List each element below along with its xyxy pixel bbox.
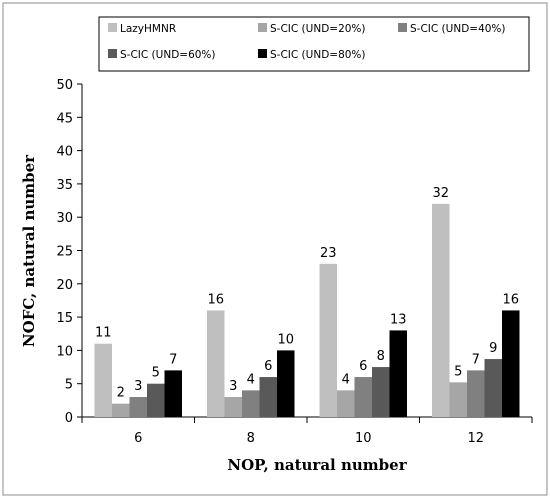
bar bbox=[372, 367, 390, 417]
data-label: 5 bbox=[454, 364, 462, 379]
bar bbox=[432, 203, 450, 417]
y-tick-label: 20 bbox=[56, 278, 73, 293]
bar bbox=[467, 370, 485, 417]
data-label: 9 bbox=[489, 341, 497, 356]
bar bbox=[147, 383, 165, 417]
data-label: 4 bbox=[342, 372, 350, 387]
legend-box bbox=[98, 16, 530, 72]
data-label: 3 bbox=[134, 379, 142, 394]
data-label: 8 bbox=[377, 349, 385, 364]
y-tick-label: 30 bbox=[56, 211, 73, 226]
bar bbox=[389, 330, 407, 417]
bar bbox=[242, 390, 260, 417]
legend-label: S-CIC (UND=20%) bbox=[270, 23, 366, 35]
x-tick-label: 10 bbox=[355, 431, 372, 446]
bar bbox=[277, 350, 295, 417]
data-label: 10 bbox=[277, 332, 294, 347]
data-label: 7 bbox=[169, 352, 177, 367]
y-axis-title: NOFC, natural number bbox=[20, 154, 38, 347]
bar bbox=[129, 397, 147, 417]
bar bbox=[484, 359, 502, 417]
data-label: 11 bbox=[95, 326, 112, 341]
x-tick-label: 12 bbox=[467, 431, 484, 446]
y-tick-label: 50 bbox=[56, 78, 73, 93]
bar bbox=[449, 382, 467, 417]
data-label: 4 bbox=[247, 372, 255, 387]
data-label: 3 bbox=[229, 379, 237, 394]
y-tick-label: 15 bbox=[56, 311, 73, 326]
data-label: 6 bbox=[359, 359, 367, 374]
data-label: 5 bbox=[152, 366, 160, 381]
bar bbox=[207, 310, 225, 417]
data-label: 2 bbox=[117, 386, 125, 401]
bar bbox=[319, 263, 337, 417]
x-axis-title: NOP, natural number bbox=[227, 456, 407, 474]
legend-label: S-CIC (UND=60%) bbox=[120, 49, 216, 61]
y-tick-label: 40 bbox=[56, 145, 73, 160]
legend-label: LazyHMNR bbox=[120, 23, 176, 35]
y-tick-label: 10 bbox=[56, 344, 73, 359]
bar bbox=[337, 390, 355, 417]
data-label: 16 bbox=[502, 292, 519, 307]
bar bbox=[502, 310, 520, 417]
data-label: 6 bbox=[264, 359, 272, 374]
bar bbox=[94, 343, 112, 417]
y-tick-label: 5 bbox=[65, 378, 73, 393]
data-label: 23 bbox=[320, 246, 337, 261]
y-tick-label: 25 bbox=[56, 245, 73, 260]
legend-swatch bbox=[258, 49, 267, 58]
data-label: 13 bbox=[390, 312, 407, 327]
y-tick-label: 0 bbox=[65, 411, 73, 426]
legend-swatch bbox=[258, 23, 267, 32]
bar bbox=[259, 377, 277, 417]
bar bbox=[354, 377, 372, 417]
legend-label: S-CIC (UND=40%) bbox=[410, 23, 506, 35]
bar bbox=[112, 403, 130, 417]
x-tick-label: 8 bbox=[247, 431, 255, 446]
bar bbox=[164, 370, 182, 417]
y-tick-label: 45 bbox=[56, 111, 73, 126]
legend-label: S-CIC (UND=80%) bbox=[270, 49, 366, 61]
data-label: 32 bbox=[432, 186, 449, 201]
bar bbox=[224, 397, 242, 417]
legend-swatch bbox=[108, 23, 117, 32]
data-label: 7 bbox=[472, 352, 480, 367]
legend-swatch bbox=[108, 49, 117, 58]
data-label: 16 bbox=[207, 292, 224, 307]
legend-swatch bbox=[398, 23, 407, 32]
y-tick-label: 35 bbox=[56, 178, 73, 193]
x-tick-label: 6 bbox=[134, 431, 142, 446]
legend: LazyHMNR S-CIC (UND=20%) S-CIC (UND=40%) S-… bbox=[98, 16, 530, 72]
